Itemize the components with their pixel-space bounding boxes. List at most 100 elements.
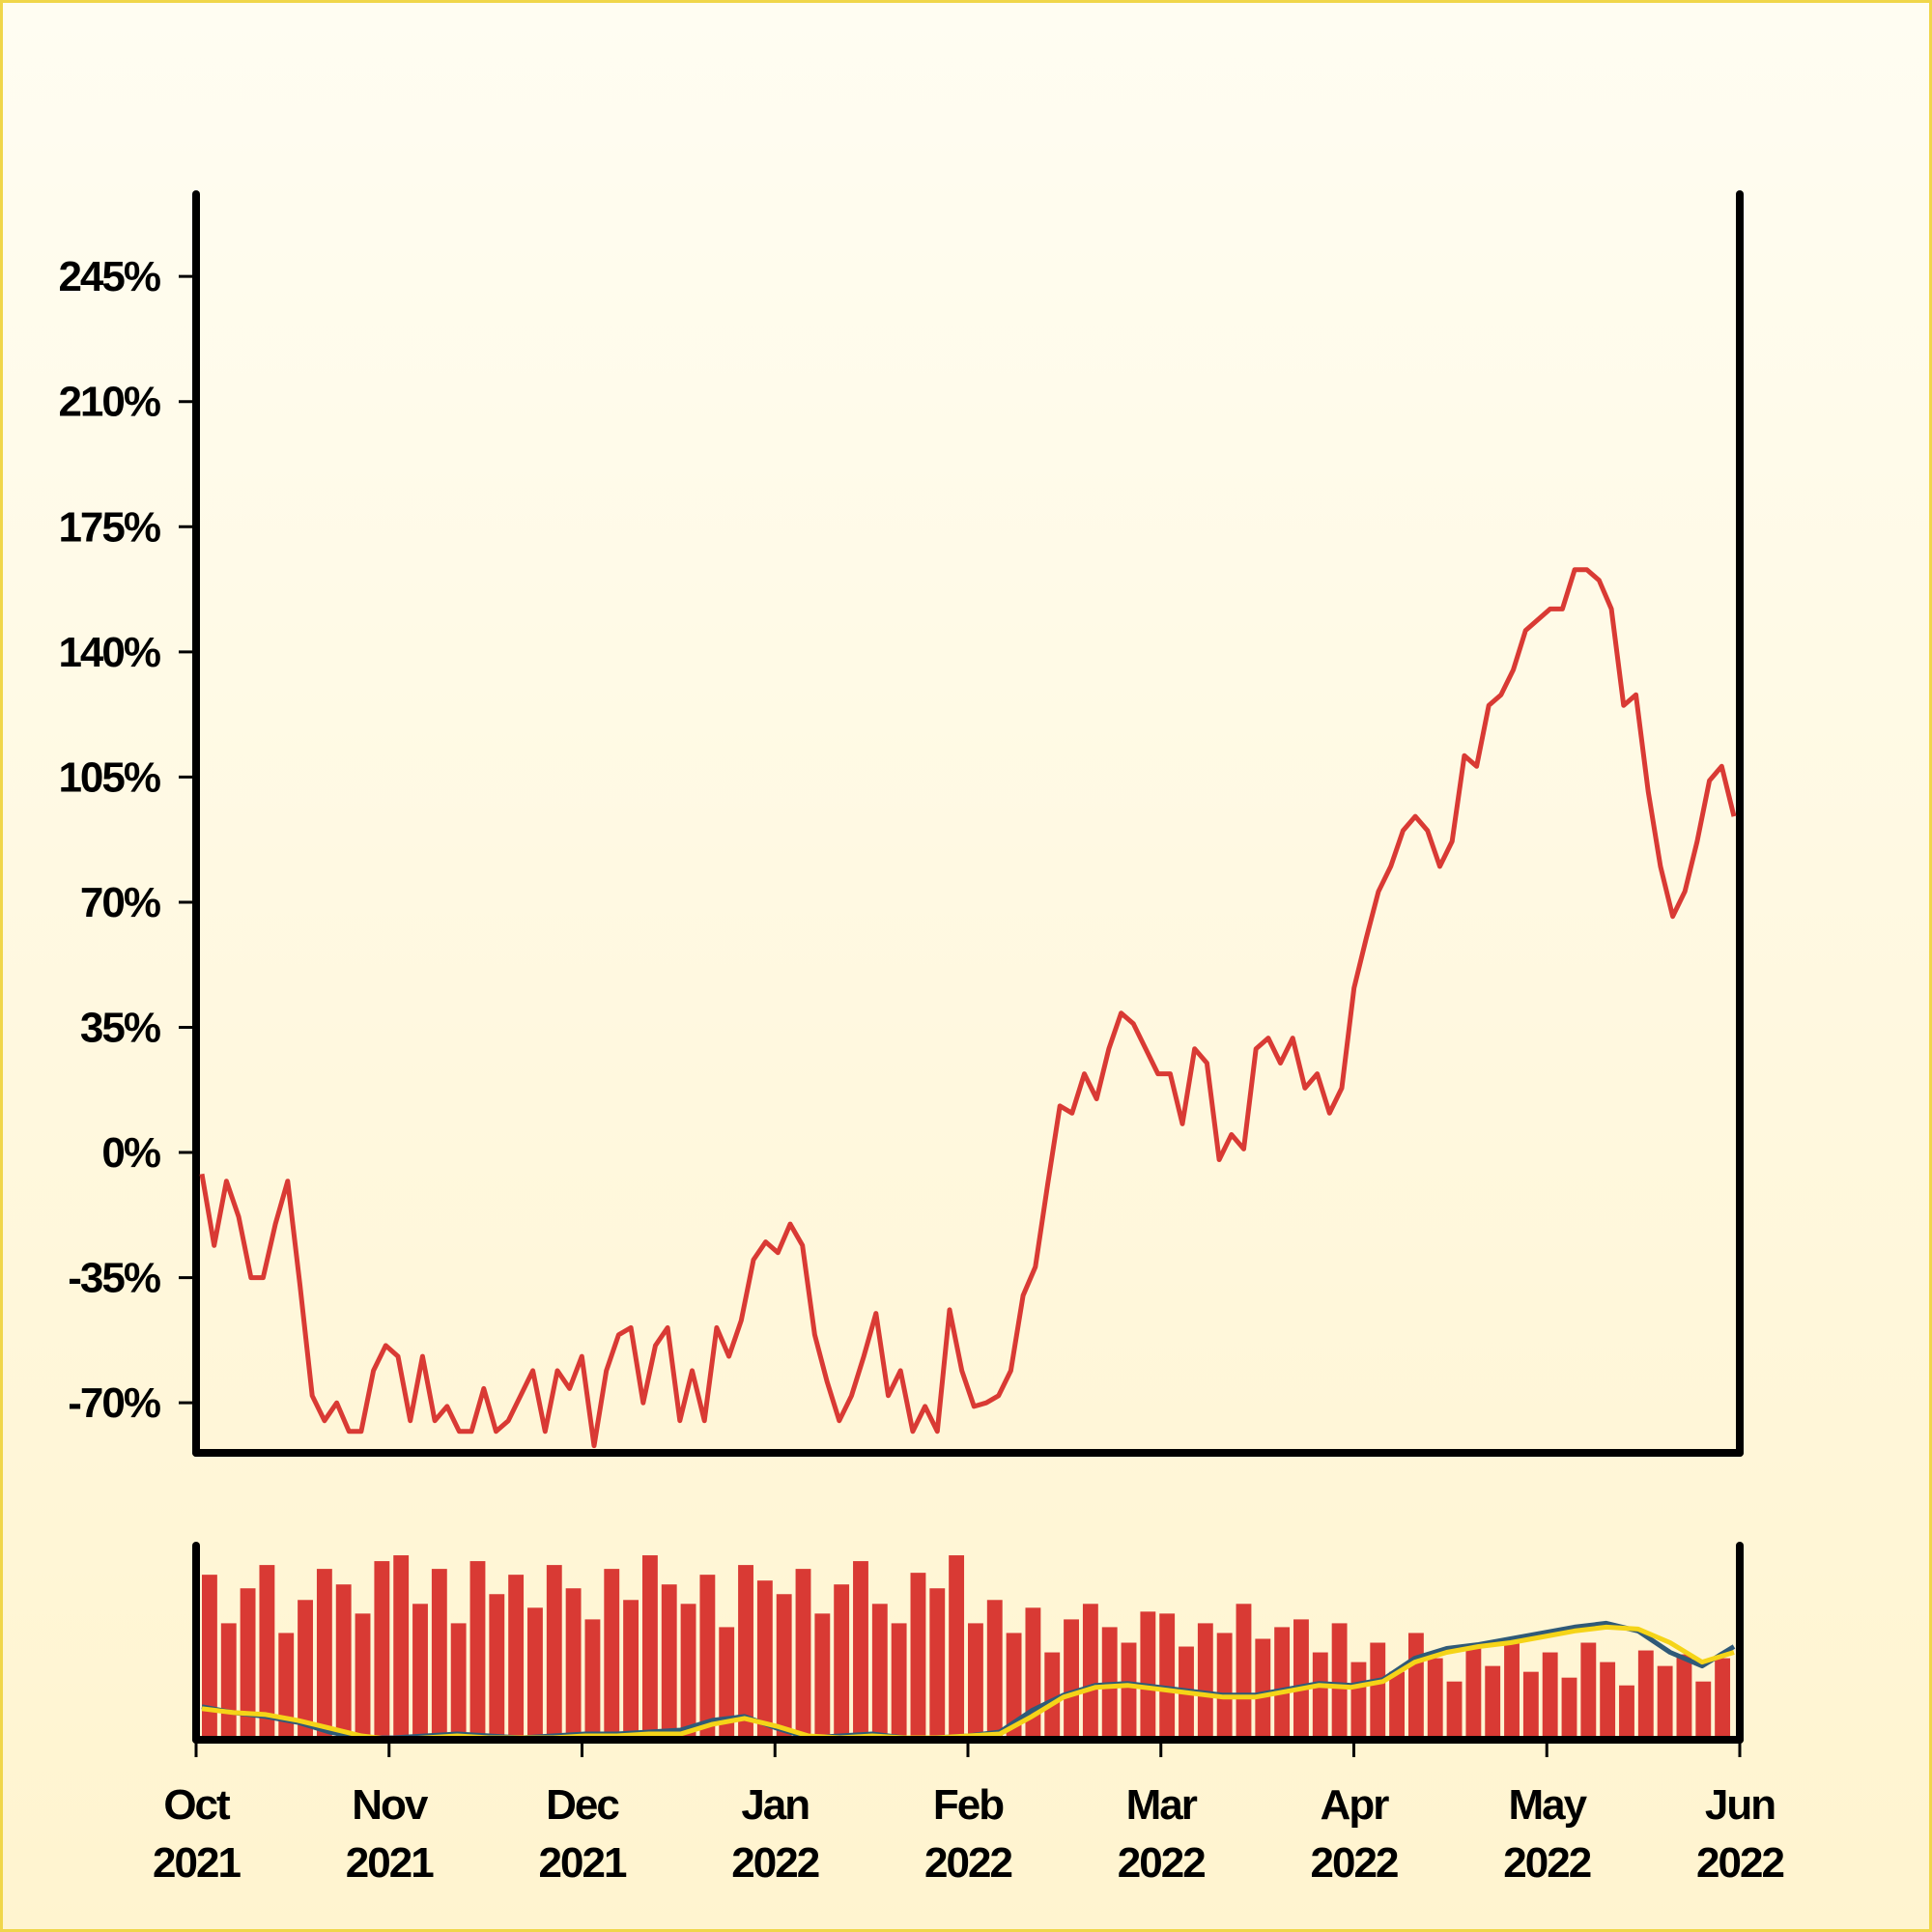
volume-bar	[1427, 1658, 1443, 1740]
volume-bar	[1236, 1604, 1252, 1740]
volume-bar	[431, 1569, 447, 1740]
volume-bar	[623, 1600, 639, 1740]
y-tick-label: 0%	[101, 1129, 159, 1177]
x-tick-label-line: Mar	[1126, 1781, 1198, 1829]
x-tick-label-line: 2021	[346, 1839, 434, 1887]
volume-bar	[776, 1594, 792, 1740]
x-tick-label-line: 2022	[1696, 1839, 1783, 1887]
x-tick-label-line: 2022	[1311, 1839, 1398, 1887]
y-tick-label: 210%	[58, 379, 159, 426]
volume-bar	[546, 1565, 562, 1740]
volume-bar	[393, 1555, 410, 1740]
volume-bar	[1485, 1665, 1501, 1740]
volume-bar	[1542, 1652, 1558, 1740]
x-tick-label: Nov 2021	[346, 1781, 434, 1887]
volume-bar	[795, 1569, 811, 1740]
volume-bar	[259, 1565, 275, 1740]
x-tick-label-line: Oct	[163, 1781, 231, 1829]
x-tick-label-line: 2022	[1118, 1839, 1205, 1887]
y-tick-label: 245%	[58, 253, 159, 300]
volume-bar	[1064, 1619, 1079, 1740]
volume-bar	[1331, 1623, 1348, 1740]
volume-bar	[1580, 1642, 1597, 1740]
x-tick-label: Oct 2021	[153, 1781, 241, 1887]
volume-bar	[1293, 1619, 1309, 1740]
volume-bar	[298, 1600, 313, 1740]
volume-bar	[756, 1580, 773, 1740]
x-tick-label: Dec 2021	[539, 1781, 627, 1887]
volume-bar	[469, 1561, 486, 1740]
volume-bar	[641, 1555, 658, 1740]
volume-bar	[1504, 1638, 1520, 1740]
volume-bar	[1715, 1658, 1731, 1740]
volume-bar	[929, 1588, 946, 1740]
volume-bar	[680, 1604, 696, 1740]
volume-bar	[1619, 1685, 1634, 1740]
volume-bar	[853, 1561, 868, 1740]
x-tick-label-line: Dec	[546, 1781, 619, 1829]
volume-bar	[834, 1584, 850, 1740]
volume-bar	[412, 1604, 428, 1740]
volume-bar	[1637, 1650, 1654, 1740]
x-tick-label-line: 2022	[731, 1839, 818, 1887]
volume-bar	[374, 1561, 390, 1740]
x-tick-label-line: 2021	[153, 1839, 241, 1887]
volume-bar	[355, 1613, 371, 1740]
y-tick-label: 140%	[58, 629, 159, 676]
volume-bar	[1312, 1652, 1328, 1740]
volume-bar	[719, 1627, 735, 1740]
x-tick-label-line: Feb	[933, 1781, 1004, 1829]
volume-bar	[278, 1633, 295, 1740]
volume-bar	[891, 1623, 907, 1740]
volume-bar	[1389, 1671, 1406, 1740]
line	[199, 567, 1737, 1449]
volume-bar	[814, 1613, 831, 1740]
volume-bar	[986, 1600, 1003, 1740]
volume-bar	[508, 1575, 525, 1740]
volume-bar	[1695, 1681, 1712, 1740]
y-tick-label: 105%	[58, 753, 159, 801]
volume-bar	[1600, 1662, 1616, 1740]
volume-bar	[1274, 1627, 1291, 1740]
volume-bar	[565, 1588, 582, 1740]
volume-bar	[910, 1573, 926, 1740]
y-tick-label: -70%	[68, 1379, 160, 1427]
volume-bar	[738, 1565, 753, 1740]
volume-bar	[1465, 1646, 1482, 1740]
volume-bar	[450, 1623, 467, 1740]
x-tick-label: Mar 2022	[1118, 1781, 1205, 1887]
volume-bar	[1121, 1642, 1137, 1740]
volume-bar	[1350, 1662, 1367, 1740]
volume-bar	[1657, 1665, 1673, 1740]
x-tick-label-line: 2021	[539, 1839, 627, 1887]
x-tick-label-line: Apr	[1321, 1781, 1390, 1829]
volume-bar	[1676, 1654, 1692, 1740]
x-tick-label: Jun 2022	[1696, 1781, 1783, 1887]
volume-bar	[335, 1584, 352, 1740]
y-tick-label: 35%	[80, 1004, 160, 1051]
volume-bar	[1006, 1633, 1022, 1740]
volume-bar	[1082, 1604, 1098, 1740]
volume-bar	[949, 1555, 965, 1740]
y-tick-label: 70%	[80, 879, 160, 926]
x-tick-label: May 2022	[1503, 1781, 1590, 1887]
x-tick-label-line: 2022	[924, 1839, 1011, 1887]
volume-bar	[240, 1588, 256, 1740]
x-tick-label: Feb 2022	[924, 1781, 1011, 1887]
y-tick-label: -35%	[68, 1255, 160, 1302]
volume-bar	[220, 1623, 237, 1740]
volume-bar	[489, 1594, 505, 1740]
volume-bar	[202, 1575, 217, 1740]
volume-bar	[1159, 1613, 1176, 1740]
x-tick-label: Apr 2022	[1311, 1781, 1398, 1887]
volume-bar	[699, 1575, 716, 1740]
volume-bar	[316, 1569, 332, 1740]
volume-bar	[1197, 1623, 1213, 1740]
volume-bar	[871, 1604, 888, 1740]
volume-bar	[1140, 1611, 1156, 1740]
volume-bar	[1370, 1642, 1386, 1740]
volume-bar	[968, 1623, 983, 1740]
volume-bar	[1446, 1681, 1463, 1740]
volume-bar	[527, 1607, 543, 1740]
